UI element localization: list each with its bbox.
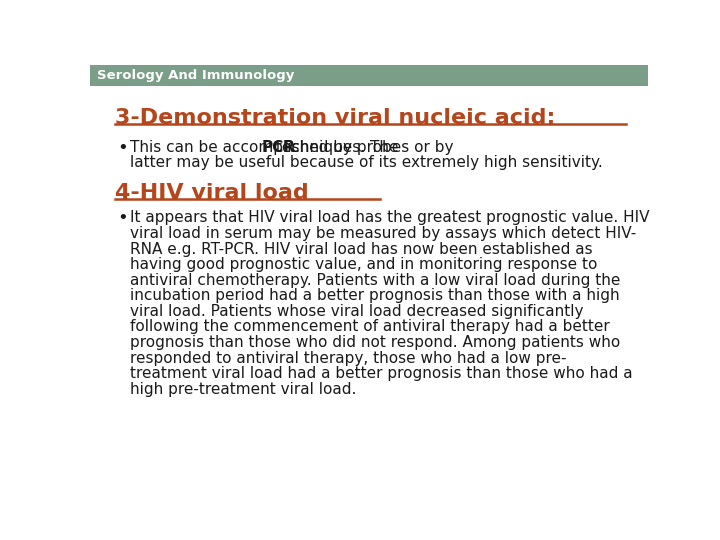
Text: Serology And Immunology: Serology And Immunology [96,69,294,82]
Text: •: • [117,139,128,157]
Text: incubation period had a better prognosis than those with a high: incubation period had a better prognosis… [130,288,620,303]
Text: prognosis than those who did not respond. Among patients who: prognosis than those who did not respond… [130,335,621,350]
Text: having good prognostic value, and in monitoring response to: having good prognostic value, and in mon… [130,257,598,272]
Text: PCR: PCR [262,140,296,154]
Text: 3-Demonstration viral nucleic acid:: 3-Demonstration viral nucleic acid: [115,109,556,129]
Text: techniques. The: techniques. The [271,140,399,154]
Text: RNA e.g. RT-PCR. HIV viral load has now been established as: RNA e.g. RT-PCR. HIV viral load has now … [130,241,593,256]
Text: 4-HIV viral load: 4-HIV viral load [115,183,309,203]
Text: latter may be useful because of its extremely high sensitivity.: latter may be useful because of its extr… [130,156,603,171]
Text: high pre-treatment viral load.: high pre-treatment viral load. [130,382,356,397]
Text: It appears that HIV viral load has the greatest prognostic value. HIV: It appears that HIV viral load has the g… [130,210,649,225]
Text: •: • [117,210,128,227]
Text: viral load. Patients whose viral load decreased significantly: viral load. Patients whose viral load de… [130,304,584,319]
Text: treatment viral load had a better prognosis than those who had a: treatment viral load had a better progno… [130,366,633,381]
Text: This can be accomplished by probes or by: This can be accomplished by probes or by [130,140,459,154]
Text: antiviral chemotherapy. Patients with a low viral load during the: antiviral chemotherapy. Patients with a … [130,273,621,288]
Bar [90,65,648,86]
Text: following the commencement of antiviral therapy had a better: following the commencement of antiviral … [130,320,610,334]
Text: responded to antiviral therapy, those who had a low pre-: responded to antiviral therapy, those wh… [130,350,567,366]
Text: viral load in serum may be measured by assays which detect HIV-: viral load in serum may be measured by a… [130,226,636,241]
